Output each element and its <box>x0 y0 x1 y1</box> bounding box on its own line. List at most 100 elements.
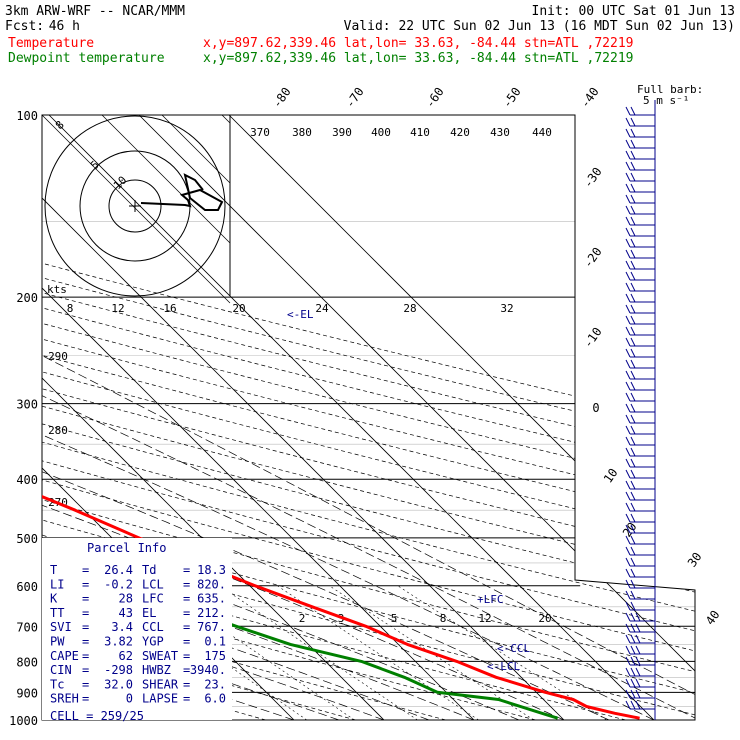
moist-adiabat-10 <box>42 355 475 720</box>
barb-flag <box>630 601 636 611</box>
hodo-ring-tick-24: 24 <box>315 302 329 315</box>
barb-flag <box>635 656 641 666</box>
barb-flag <box>630 216 636 226</box>
wind-barb <box>625 315 655 325</box>
wind-legend-units: 5 m s⁻¹ <box>643 94 689 107</box>
hodo-diag-3 <box>221 114 231 124</box>
parcel-box-bg <box>42 538 232 720</box>
barb-flag <box>630 645 636 655</box>
parcel-eq: = <box>183 563 190 577</box>
parcel-key-Td: Td <box>142 563 156 577</box>
barb-flag <box>630 249 636 259</box>
barb-flag <box>625 392 631 402</box>
parcel-key-T: T <box>50 563 57 577</box>
barb-flag <box>630 568 636 578</box>
wind-barb <box>625 150 655 160</box>
barb-flag <box>625 678 631 688</box>
mixing-ratio-tick-5: 5 <box>391 612 398 625</box>
barb-flag <box>625 337 631 347</box>
theta-tick-370: 370 <box>250 126 270 139</box>
parcel-key-TT: TT <box>50 606 64 620</box>
hodo-ring-tick-20: 20 <box>232 302 245 315</box>
parcel-eq: = <box>82 563 89 577</box>
hodo-ring-tick-16: 16 <box>163 302 176 315</box>
parcel-val-SWEAT: 175 <box>204 649 226 663</box>
barb-flag <box>625 238 631 248</box>
parcel-eq: = <box>183 592 190 606</box>
barb-flag <box>625 524 631 534</box>
fcst-value: 46 h <box>49 19 80 34</box>
barb-flag <box>630 403 636 413</box>
barb-flag <box>630 260 636 270</box>
wind-barb <box>625 524 655 534</box>
barb-flag <box>630 348 636 358</box>
barb-flag <box>630 458 636 468</box>
barb-flag <box>635 645 641 655</box>
wind-barb <box>625 623 655 633</box>
wind-barb <box>625 656 655 666</box>
wind-barb <box>625 172 655 182</box>
pressure-tick-600: 600 <box>16 580 38 594</box>
wind-barb <box>625 590 655 600</box>
barb-flag <box>625 546 631 556</box>
annotation-0: <-EL <box>287 308 314 321</box>
parcel-val-Td: 18.3 <box>197 563 226 577</box>
barb-flag <box>630 436 636 446</box>
barb-flag <box>625 535 631 545</box>
barb-flag <box>630 172 636 182</box>
barb-flag <box>630 128 636 138</box>
parcel-val-K: 28 <box>119 592 133 606</box>
dry-adiabat-450 <box>42 115 695 720</box>
barb-flag <box>625 183 631 193</box>
barb-flag <box>630 634 636 644</box>
wind-barb <box>625 348 655 358</box>
wind-barb <box>625 469 655 479</box>
profile-dewpoint <box>42 115 559 720</box>
barb-flag <box>625 381 631 391</box>
parcel-eq: = <box>183 663 190 677</box>
temp-tick--80: -80 <box>270 85 294 111</box>
moist-adiabat-20 <box>42 355 565 720</box>
parcel-key-LFC: LFC <box>142 592 164 606</box>
barb-flag <box>625 480 631 490</box>
hodo-trace <box>140 173 224 211</box>
barb-flag <box>625 414 631 424</box>
hodo-ring-tick-32: 32 <box>500 302 513 315</box>
barb-flag <box>625 403 631 413</box>
parcel-key-K: K <box>50 592 58 606</box>
parcel-eq: = <box>183 606 190 620</box>
barb-flag <box>625 612 631 622</box>
wind-barb <box>625 502 655 512</box>
parcel-key-Tc: Tc <box>50 677 64 691</box>
barb-flag <box>625 568 631 578</box>
barb-flag <box>635 667 641 677</box>
barb-flag <box>630 557 636 567</box>
barb-flag <box>625 436 631 446</box>
annotations: <-EL +LFC <-CCL <-LCL <box>287 308 530 673</box>
dry-adiabat-470 <box>42 115 695 720</box>
parcel-key-CAPE: CAPE <box>50 649 79 663</box>
pressure-tick-400: 400 <box>16 473 38 487</box>
legend-info-0: x,y=897.62,339.46 lat,lon= 33.63, -84.44… <box>203 36 633 51</box>
pressure-tick-500: 500 <box>16 532 38 546</box>
barb-flag <box>625 128 631 138</box>
barb-flag <box>635 700 641 710</box>
parcel-key-LAPSE: LAPSE <box>142 692 178 706</box>
parcel-val-TT: 43 <box>119 606 133 620</box>
hodo-ring-tick-8: 8 <box>67 302 74 315</box>
header: 3km ARW-WRF -- NCAR/MMM Init: 00 UTC Sat … <box>5 4 735 66</box>
barb-flag <box>625 205 631 215</box>
legend-info-1: x,y=897.62,339.46 lat,lon= 33.63, -84.44… <box>203 51 633 66</box>
annotation-3: <-LCL <box>487 660 520 673</box>
barb-flag <box>625 601 631 611</box>
theta-tick-410: 410 <box>410 126 430 139</box>
barb-flag <box>625 293 631 303</box>
barb-flag <box>625 227 631 237</box>
hodo-ring-tick-12: 12 <box>111 302 124 315</box>
parcel-eq: = <box>82 677 89 691</box>
parcel-eq: = <box>82 649 89 663</box>
mixing-ratio-tick-20: 20 <box>538 612 551 625</box>
wind-barb <box>625 238 655 248</box>
barb-flag <box>625 216 631 226</box>
barb-flag <box>630 183 636 193</box>
